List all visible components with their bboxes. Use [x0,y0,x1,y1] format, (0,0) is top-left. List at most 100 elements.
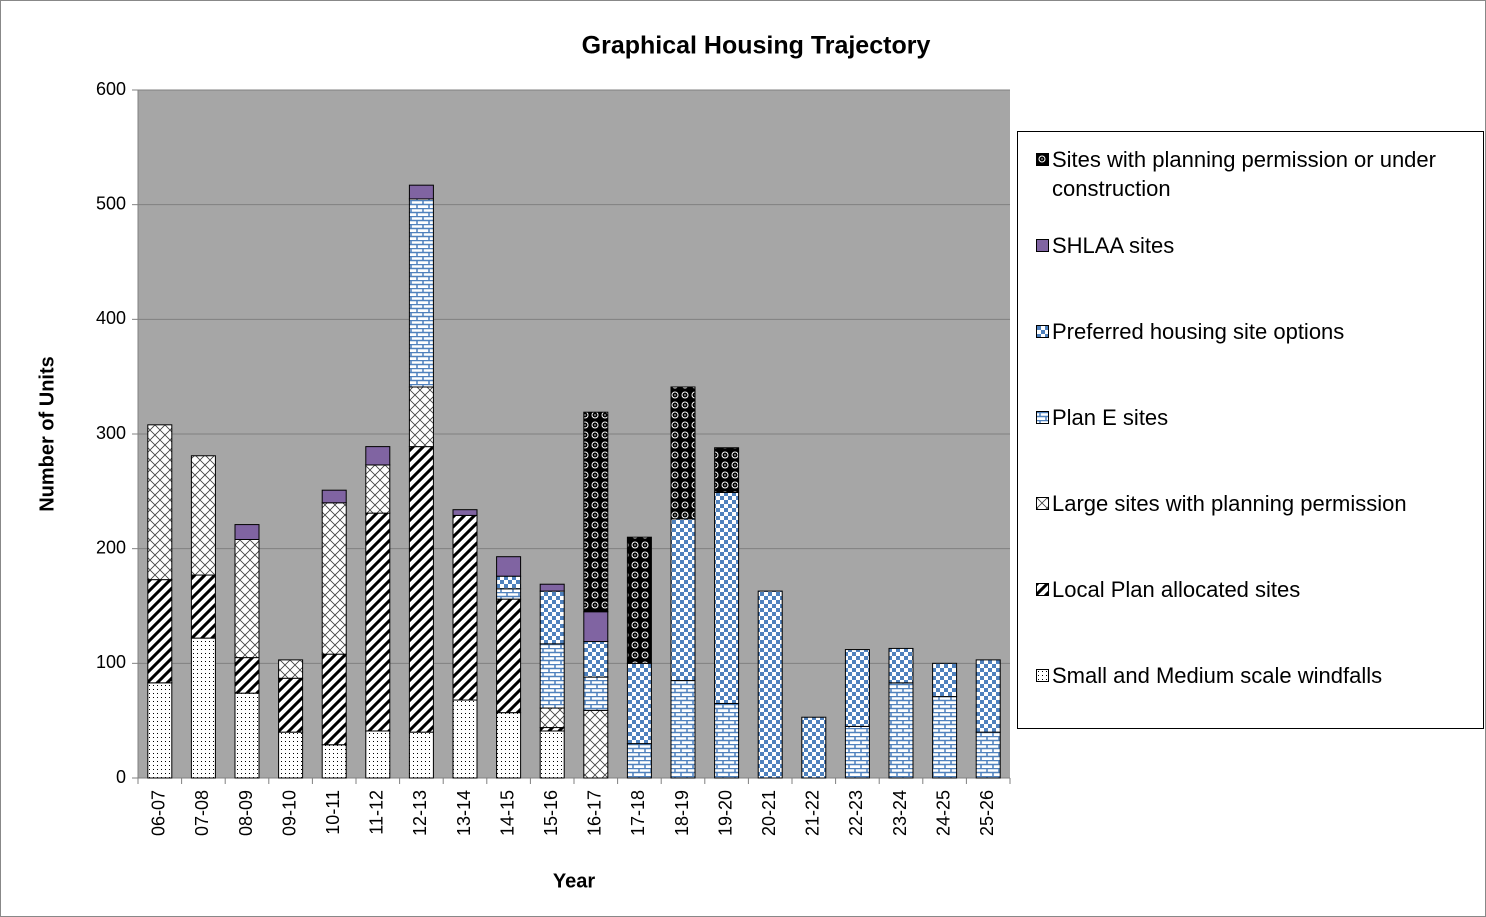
bar-segment [670,386,696,520]
x-tick-label: 16-17 [585,790,605,836]
legend-label: Plan E sites [1052,405,1169,430]
bar-segment [234,538,260,659]
bar-segment [626,662,652,745]
bar-segment [670,518,696,682]
bar-segment [321,502,347,655]
bar-segment [278,659,304,679]
bar-segment [539,643,565,709]
bar-segment [278,731,304,779]
legend-item: Sites with planning permission or under … [1032,145,1472,203]
x-tick-label: 23-24 [890,790,910,836]
bar-segment [714,447,740,493]
x-tick-label: 17-18 [628,790,648,836]
bar-segment [496,712,522,779]
bar-segment [626,536,652,664]
legend-label: Local Plan allocated sites [1052,577,1301,602]
bar-segment [234,692,260,779]
bar-segment [539,727,565,732]
legend-item: Small and Medium scale windfalls [1032,661,1472,690]
legend-swatch [1036,411,1049,424]
legend-swatch [1036,239,1049,252]
bar-segment [234,524,260,540]
bar-segment [583,709,609,779]
bar-segment [147,682,173,779]
bar-segment [365,730,391,779]
bar-segment [321,653,347,746]
x-tick-label: 08-09 [236,790,256,836]
legend-swatch [1036,325,1049,338]
legend-item: Local Plan allocated sites [1032,575,1472,604]
x-tick-label: 24-25 [933,790,953,836]
x-tick-label: 13-14 [454,790,474,836]
x-tick-label: 06-07 [149,790,169,836]
bar-segment [844,725,870,779]
bar-segment [583,611,609,643]
bar-segment [234,657,260,694]
bar-segment [365,446,391,466]
bar-segment [496,588,522,600]
bar-segment [714,491,740,704]
legend-swatch [1036,669,1049,682]
bar-segment [408,198,434,388]
x-tick-label: 12-13 [410,790,430,836]
legend-swatch [1036,583,1049,596]
bar-segment [496,575,522,590]
legend-swatch [1036,497,1049,510]
bar-segment [975,731,1001,779]
bar-segment [757,590,783,779]
x-tick-label: 10-11 [323,790,343,835]
legend-label: Large sites with planning permission [1052,491,1407,516]
legend-item: Preferred housing site options [1032,317,1472,346]
bar-segment [801,716,827,779]
legend-label: Preferred housing site options [1052,319,1345,344]
x-tick-label: 15-16 [541,790,561,836]
x-tick-label: 25-26 [977,790,997,836]
legend-item: SHLAA sites [1032,231,1472,260]
x-tick-label: 09-10 [279,790,299,836]
bar-segment [408,184,434,200]
bar-segment [278,677,304,733]
x-tick-label: 18-19 [672,790,692,836]
y-tick-label: 0 [116,767,126,787]
legend-label: SHLAA sites [1052,233,1175,258]
bar-segment [583,641,609,678]
legend: Small and Medium scale windfalls Local Pl… [1017,131,1484,729]
bar-segment [844,649,870,727]
x-tick-label: 11-12 [367,790,387,835]
bar-segment [190,574,216,639]
bar-segment [888,682,914,779]
bar-segment [452,699,478,779]
bar-segment [496,556,522,577]
legend-label: Sites with planning permission or under … [1052,147,1436,201]
bar-segment [932,662,958,698]
bar-segment [365,464,391,514]
y-axis-label: Number of Units [36,356,58,512]
bar-segment [975,659,1001,733]
bar-segment [583,676,609,711]
bar-segment [626,743,652,779]
y-tick-label: 200 [96,537,126,557]
x-tick-label: 07-08 [192,790,212,836]
bar-segment [147,424,173,581]
bar-segment [321,489,347,504]
bar-segment [539,730,565,779]
y-tick-label: 500 [96,193,126,213]
bar-segment [932,696,958,779]
y-tick-label: 100 [96,652,126,672]
x-tick-label: 21-22 [803,790,823,836]
bar-segment [452,514,478,701]
y-tick-label: 300 [96,423,126,443]
bar-segment [539,707,565,729]
legend-item: Large sites with planning permission [1032,489,1472,518]
bar-segment [714,702,740,779]
bar-segment [408,731,434,779]
bar-segment [583,411,609,613]
x-tick-label: 14-15 [497,790,517,836]
x-tick-label: 22-23 [846,790,866,836]
bar-segment [321,744,347,779]
bar-segment [539,590,565,645]
bar-segment [670,680,696,779]
chart-title: Graphical Housing Trajectory [582,32,931,60]
bar-segment [408,386,434,448]
